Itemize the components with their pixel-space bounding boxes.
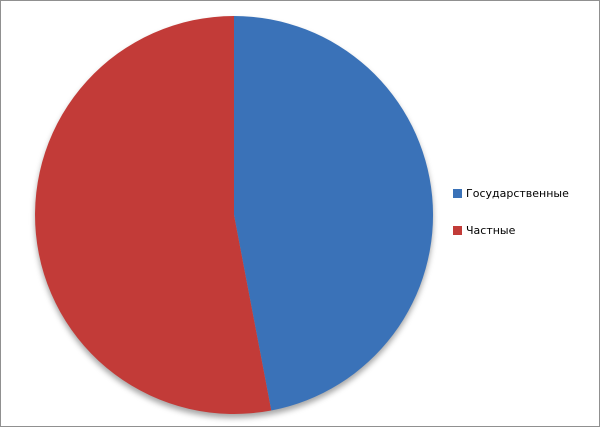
pie-slice-private — [35, 16, 272, 414]
legend-swatch — [453, 226, 462, 235]
legend-label-private: Частные — [466, 224, 516, 237]
legend-item-state: Государственные — [453, 187, 569, 200]
legend-label-state: Государственные — [466, 187, 569, 200]
legend: Государственные Частные — [453, 187, 569, 261]
pie-group — [35, 15, 434, 414]
legend-swatch — [453, 189, 462, 198]
pie-slice-state — [234, 15, 434, 411]
legend-item-private: Частные — [453, 224, 569, 237]
